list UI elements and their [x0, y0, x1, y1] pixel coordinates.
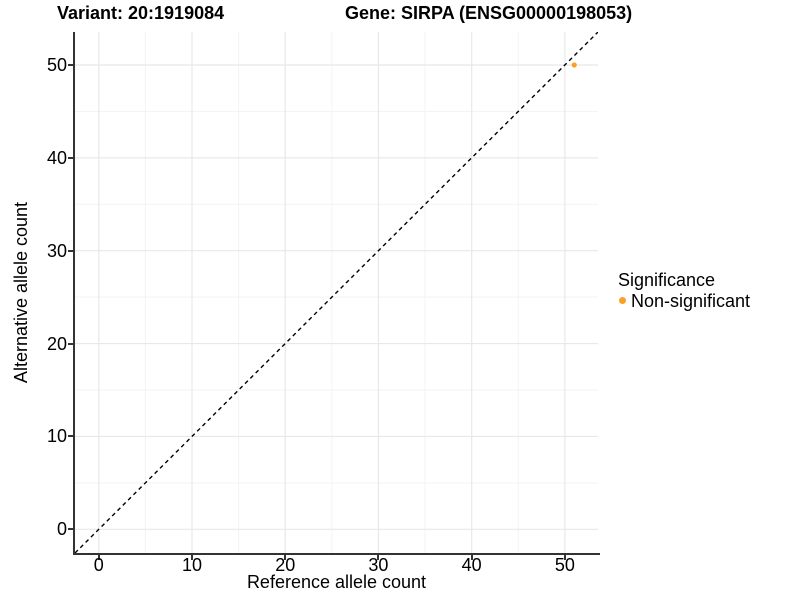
x-tick-label: 10: [181, 555, 202, 575]
variant-title: Variant: 20:1919084: [57, 3, 225, 23]
x-tick-mark: [563, 555, 566, 560]
legend: Significance Non-significant: [618, 270, 750, 310]
y-tick-mark: [68, 528, 73, 531]
plot-panel: [75, 32, 598, 553]
x-tick-label: 50: [554, 555, 575, 575]
x-tick-mark: [470, 555, 473, 560]
x-tick-label: 30: [368, 555, 389, 575]
x-tick-label: 0: [93, 555, 104, 575]
y-tick-mark: [68, 249, 73, 252]
y-tick-label: 20: [46, 333, 67, 354]
y-tick-label: 10: [46, 426, 67, 447]
y-tick-mark: [68, 156, 73, 159]
legend-point-icon: [619, 297, 626, 304]
legend-item-label: Non-significant: [631, 290, 751, 311]
y-tick-label: 40: [46, 147, 67, 168]
y-tick-mark: [68, 435, 73, 438]
data-point: [571, 62, 577, 68]
legend-item-non-significant: Non-significant: [619, 290, 750, 311]
x-tick-mark: [190, 555, 193, 560]
x-tick-mark: [97, 555, 100, 560]
y-tick-mark: [68, 63, 73, 66]
x-tick-label: 20: [275, 555, 296, 575]
y-tick-label: 50: [46, 54, 67, 75]
x-tick-mark: [284, 555, 287, 560]
x-tick-label: 40: [461, 555, 482, 575]
gene-title: Gene: SIRPA (ENSG00000198053): [345, 3, 633, 23]
y-tick-label: 0: [56, 519, 67, 540]
legend-title: Significance: [618, 270, 716, 290]
y-axis-title: Alternative allele count: [11, 201, 31, 384]
identity-line: [75, 32, 598, 553]
x-tick-mark: [377, 555, 380, 560]
x-axis-title: Reference allele count: [246, 572, 427, 592]
y-axis-line: [73, 32, 75, 555]
y-tick-label: 30: [46, 240, 67, 261]
y-tick-mark: [68, 342, 73, 345]
x-axis-line: [73, 553, 600, 555]
plot-canvas: [75, 32, 598, 553]
